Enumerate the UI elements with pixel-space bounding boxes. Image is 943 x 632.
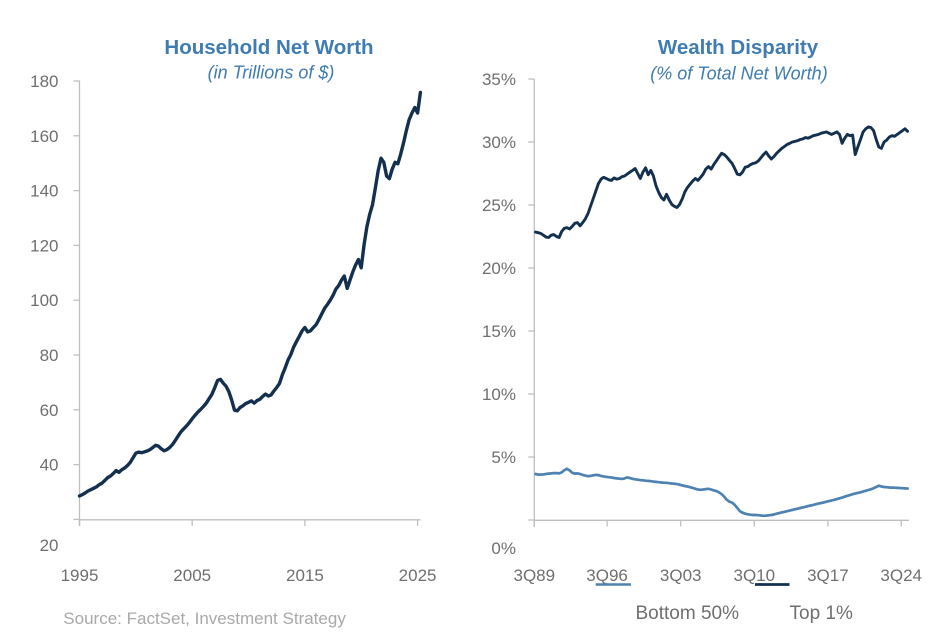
svg-text:3Q24: 3Q24 — [880, 566, 922, 585]
svg-text:15%: 15% — [482, 322, 516, 341]
svg-text:35%: 35% — [482, 70, 516, 89]
svg-text:10%: 10% — [482, 385, 516, 404]
svg-text:3Q17: 3Q17 — [807, 566, 849, 585]
svg-text:(% of Total Net Worth): (% of Total Net Worth) — [650, 64, 827, 84]
svg-text:20: 20 — [40, 536, 59, 555]
svg-text:20%: 20% — [482, 259, 516, 278]
svg-text:Wealth Disparity: Wealth Disparity — [658, 36, 819, 59]
svg-text:3Q96: 3Q96 — [586, 566, 628, 585]
svg-text:40: 40 — [40, 456, 59, 475]
svg-text:160: 160 — [30, 127, 58, 146]
svg-text:180: 180 — [30, 72, 58, 91]
svg-text:Top 1%: Top 1% — [790, 603, 853, 624]
svg-text:2005: 2005 — [173, 566, 211, 585]
svg-text:2015: 2015 — [286, 566, 324, 585]
svg-text:60: 60 — [40, 401, 59, 420]
svg-text:Source: FactSet, Investment St: Source: FactSet, Investment Strategy — [63, 609, 346, 628]
svg-text:30%: 30% — [482, 133, 516, 152]
svg-text:120: 120 — [30, 236, 58, 255]
svg-text:2025: 2025 — [399, 566, 437, 585]
svg-text:80: 80 — [40, 346, 59, 365]
svg-text:Bottom 50%: Bottom 50% — [636, 603, 740, 624]
svg-text:3Q10: 3Q10 — [734, 566, 776, 585]
svg-text:1995: 1995 — [61, 566, 99, 585]
svg-text:Household Net Worth: Household Net Worth — [164, 36, 373, 59]
svg-text:3Q03: 3Q03 — [660, 566, 702, 585]
svg-text:140: 140 — [30, 182, 58, 201]
svg-text:(in Trillions of $): (in Trillions of $) — [208, 63, 335, 83]
svg-text:0%: 0% — [491, 539, 516, 558]
svg-text:3Q89: 3Q89 — [514, 566, 556, 585]
svg-text:25%: 25% — [482, 196, 516, 215]
svg-text:100: 100 — [30, 291, 58, 310]
svg-text:5%: 5% — [491, 448, 516, 467]
